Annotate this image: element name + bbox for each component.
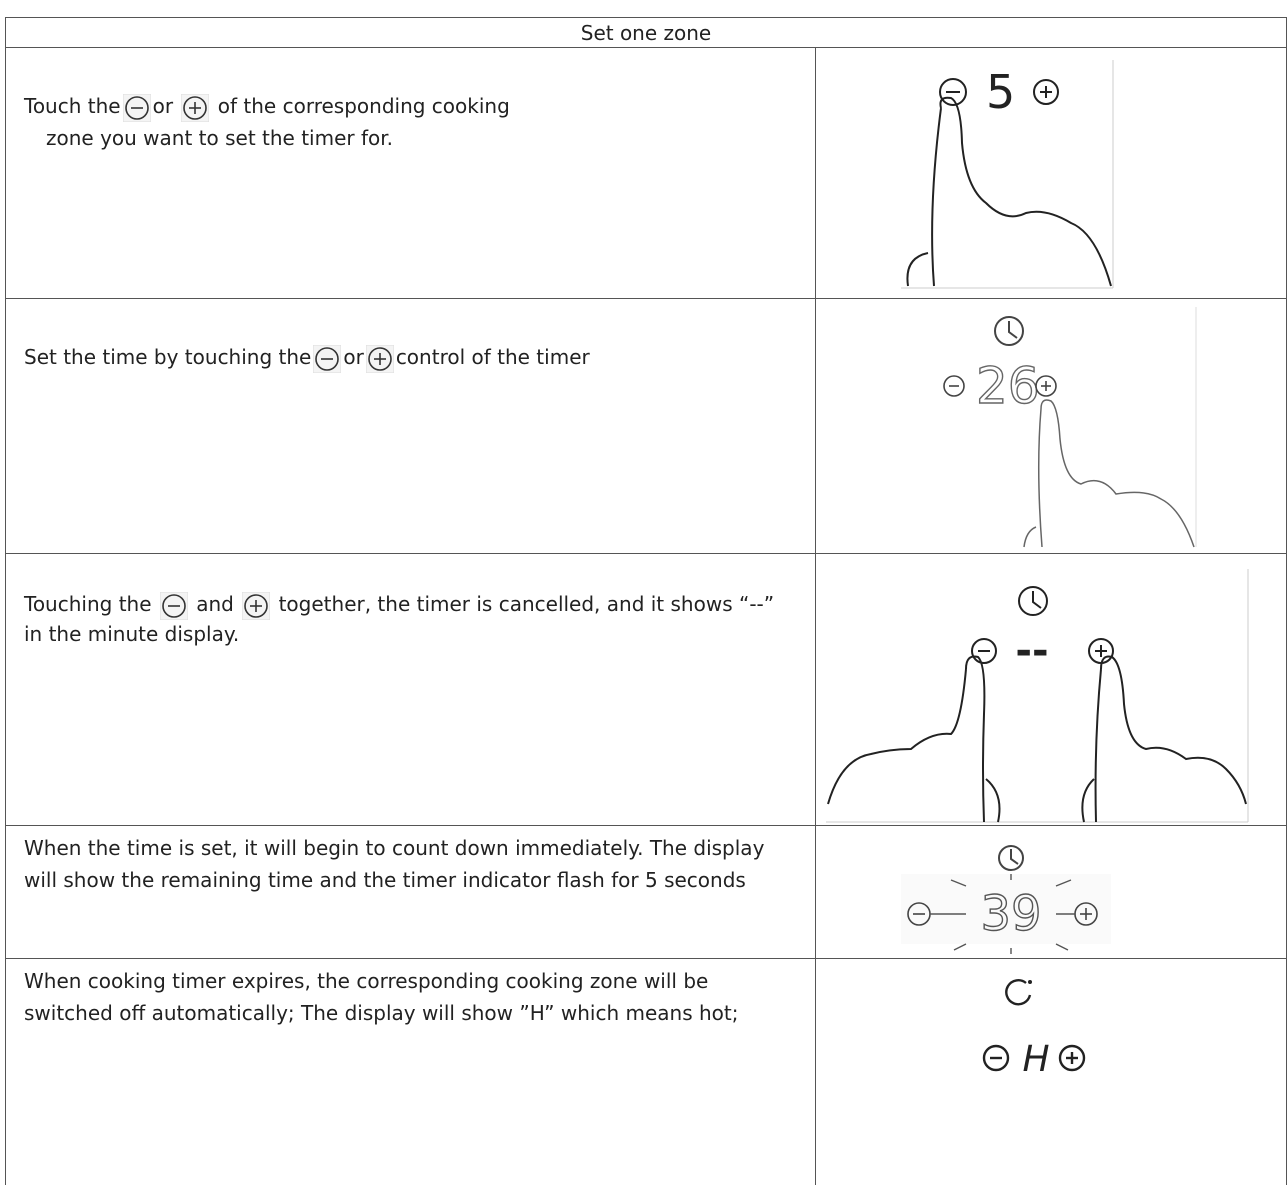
illustration: 5 <box>901 60 1114 289</box>
row-image: 5 <box>815 47 1287 299</box>
table-header: Set one zone <box>5 17 1287 48</box>
row-image: H <box>815 958 1287 1185</box>
display-digit: -- <box>1015 628 1048 674</box>
row-text: Touching the and together, the timer is … <box>5 553 815 826</box>
text: or <box>152 94 174 118</box>
minus-icon <box>313 344 342 373</box>
minus-icon <box>159 591 188 620</box>
display-digit: 39 <box>980 886 1041 942</box>
text: Touching the <box>24 592 152 616</box>
row-text: Set the time by touching the or control of… <box>5 298 815 554</box>
display-digit: 5 <box>986 65 1015 119</box>
plus-icon <box>365 344 394 373</box>
text: Touch the <box>24 94 121 118</box>
plus-icon <box>242 591 271 620</box>
display-digit: H <box>1022 1039 1049 1080</box>
text: control of the timer <box>395 345 590 369</box>
text: and <box>196 592 234 616</box>
row-image: -- <box>815 553 1287 826</box>
text: or <box>343 345 364 369</box>
illustration: -- <box>826 569 1249 823</box>
illustration: H <box>982 979 1086 1080</box>
text: of the corresponding cooking <box>217 94 510 118</box>
text: When the time is set, it will begin to c… <box>24 836 765 892</box>
text: Set the time by touching the <box>24 345 312 369</box>
text: When cooking timer expires, the correspo… <box>24 969 739 1025</box>
illustration: 39 <box>901 845 1111 954</box>
row-text: When cooking timer expires, the correspo… <box>5 958 815 1185</box>
minus-icon <box>122 93 151 122</box>
illustration: 26 <box>943 307 1197 548</box>
text: together, the timer is cancelled, and it… <box>24 592 775 646</box>
row-image: 39 <box>815 825 1287 959</box>
text: zone you want to set the timer for. <box>46 126 393 150</box>
row-text: Touch the or of the corresponding cooking… <box>5 47 815 299</box>
row-image: 26 <box>815 298 1287 554</box>
plus-icon <box>181 93 210 122</box>
row-text: When the time is set, it will begin to c… <box>5 825 815 959</box>
display-digit: 26 <box>976 357 1040 415</box>
